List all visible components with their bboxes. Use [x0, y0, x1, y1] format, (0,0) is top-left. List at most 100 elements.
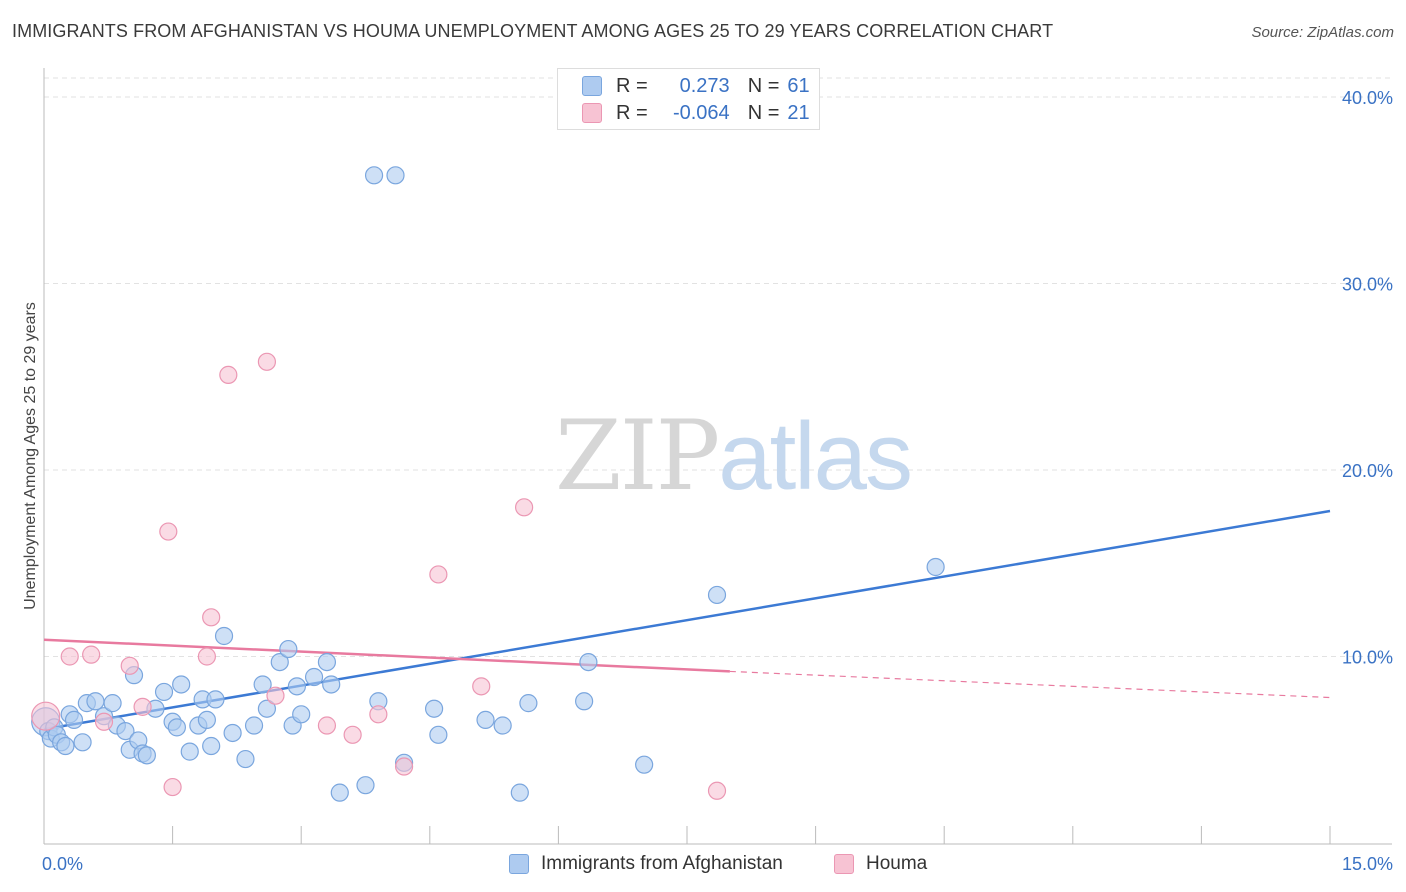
watermark: ZIPatlas: [555, 400, 913, 512]
point-afghanistan: [292, 705, 311, 724]
point-houma: [472, 677, 491, 696]
point-houma: [515, 498, 534, 517]
legend-n-label: N =: [747, 101, 780, 124]
legend-r-value: -0.064: [672, 101, 730, 124]
point-houma: [60, 647, 79, 666]
point-afghanistan: [167, 718, 186, 737]
point-afghanistan: [317, 652, 337, 672]
series-legend-houma: Houma: [834, 850, 927, 878]
point-afghanistan: [172, 675, 191, 694]
point-houma: [394, 757, 414, 776]
point-afghanistan: [223, 723, 242, 743]
point-afghanistan: [197, 710, 216, 730]
point-houma: [266, 686, 285, 705]
point-afghanistan: [236, 749, 255, 769]
point-houma: [94, 712, 114, 731]
point-afghanistan: [493, 716, 512, 735]
legend-n-value: 61: [787, 74, 810, 97]
point-afghanistan: [279, 639, 298, 659]
legend-n-value: 21: [787, 101, 810, 124]
point-afghanistan: [356, 776, 375, 795]
trend-line-houma: [43, 638, 730, 673]
y-tick-label: 30.0%: [1342, 275, 1393, 295]
series-legend-afghanistan: Immigrants from Afghanistan: [509, 850, 783, 878]
point-afghanistan: [707, 585, 727, 605]
point-afghanistan: [137, 746, 156, 765]
point-afghanistan: [73, 733, 92, 752]
point-houma: [82, 645, 101, 664]
point-houma: [197, 647, 216, 666]
chart-title: IMMIGRANTS FROM AFGHANISTAN VS HOUMA UNE…: [12, 21, 1054, 41]
point-afghanistan: [214, 626, 234, 646]
point-afghanistan: [206, 690, 225, 709]
point-afghanistan: [575, 692, 594, 711]
x-tick-label: 15.0%: [1342, 854, 1393, 874]
legend-r-value: 0.273: [679, 74, 730, 97]
point-afghanistan: [202, 736, 221, 756]
legend-swatch-pink: [582, 103, 602, 123]
point-afghanistan: [926, 557, 945, 577]
point-houma: [429, 565, 448, 584]
point-afghanistan: [322, 675, 341, 694]
series-swatch-pink: [834, 854, 854, 874]
point-houma: [317, 716, 337, 735]
data-points: [31, 166, 945, 802]
legend-row-afghanistan: R = 0.273 N = 61: [582, 72, 810, 100]
correlation-legend: R = 0.273 N = 61 R = -0.064 N = 21: [557, 68, 820, 130]
point-afghanistan: [635, 755, 654, 774]
point-afghanistan: [244, 716, 264, 735]
point-houma: [343, 725, 362, 744]
point-afghanistan: [330, 783, 349, 802]
point-houma: [159, 522, 178, 541]
legend-r-label: R =: [616, 74, 648, 97]
point-houma: [31, 701, 61, 731]
tick-labels: 10.0% 20.0% 30.0% 40.0% 0.0% 15.0%: [42, 88, 1393, 874]
trend-line-houma-extension: [729, 670, 1331, 699]
point-afghanistan: [257, 699, 277, 718]
y-tick-label: 10.0%: [1342, 648, 1393, 668]
point-afghanistan: [579, 652, 598, 672]
point-afghanistan: [116, 721, 135, 741]
point-afghanistan: [476, 710, 495, 730]
watermark-zip: ZIP: [555, 400, 720, 512]
watermark-atlas: atlas: [718, 403, 913, 510]
point-houma: [219, 365, 238, 384]
trend-lines: [43, 509, 1331, 731]
point-houma: [707, 781, 727, 800]
point-afghanistan: [64, 710, 84, 730]
point-houma: [163, 777, 182, 797]
series-legend: Immigrants from Afghanistan Houma: [0, 850, 1406, 878]
point-afghanistan: [287, 677, 307, 696]
x-tick-label: 0.0%: [42, 854, 83, 874]
legend-r-label: R =: [616, 101, 648, 124]
point-afghanistan: [103, 694, 122, 713]
point-houma: [369, 705, 388, 724]
point-afghanistan: [56, 736, 75, 756]
y-axis-label: Unemployment Among Ages 25 to 29 years: [22, 302, 39, 610]
point-houma: [120, 656, 139, 675]
point-afghanistan: [180, 742, 199, 761]
legend-row-houma: R = -0.064 N = 21: [582, 99, 810, 127]
gridlines: [44, 77, 1392, 657]
legend-swatch-blue: [582, 76, 602, 96]
point-houma: [257, 352, 277, 371]
y-tick-label: 20.0%: [1342, 461, 1393, 481]
point-afghanistan: [270, 652, 289, 672]
point-afghanistan: [364, 166, 384, 185]
point-afghanistan: [304, 667, 324, 687]
source-label: Source: ZipAtlas.com: [1251, 24, 1394, 41]
point-afghanistan: [519, 694, 538, 713]
legend-n-label: N =: [747, 74, 780, 97]
point-afghanistan: [253, 675, 272, 694]
point-afghanistan: [154, 682, 174, 702]
point-houma: [133, 697, 152, 716]
point-afghanistan: [386, 166, 405, 185]
point-afghanistan: [86, 692, 105, 711]
point-afghanistan: [424, 699, 444, 718]
point-afghanistan: [429, 725, 448, 744]
series-legend-label: Immigrants from Afghanistan: [541, 853, 783, 874]
series-legend-label: Houma: [866, 853, 928, 874]
trend-line-afghanistan: [43, 509, 1331, 731]
point-afghanistan: [510, 783, 529, 802]
